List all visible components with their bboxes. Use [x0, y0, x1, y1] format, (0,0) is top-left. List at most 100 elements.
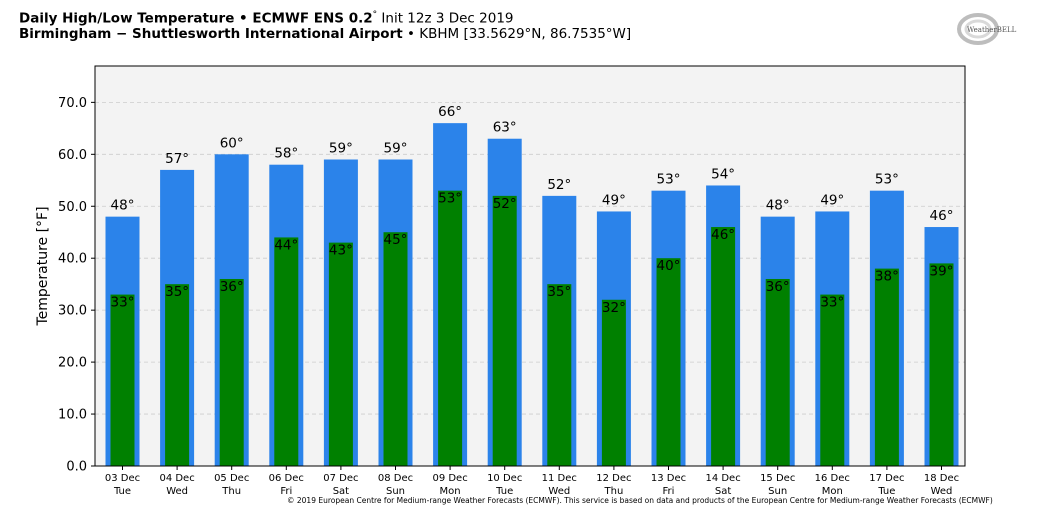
x-tick-date: 15 Dec [760, 473, 795, 484]
high-label: 48° [111, 198, 135, 214]
low-bar [874, 268, 899, 466]
high-label: 49° [820, 192, 844, 208]
low-bar [110, 294, 135, 466]
x-tick-day: Sat [715, 486, 731, 497]
x-tick-day: Thu [221, 486, 241, 497]
x-tick-date: 16 Dec [815, 473, 850, 484]
low-label: 53° [438, 191, 462, 207]
plot-frame [94, 65, 966, 467]
chart-subtitle: Birmingham − Shuttlesworth International… [19, 25, 632, 42]
low-label: 36° [766, 279, 790, 295]
high-label: 60° [220, 135, 244, 151]
y-tick-label: 20.0 [58, 356, 87, 371]
y-tick-label: 70.0 [58, 96, 87, 111]
x-tick-date: 14 Dec [705, 473, 740, 484]
x-tick-date: 07 Dec [323, 473, 358, 484]
x-tick-day: Wed [166, 486, 188, 497]
x-tick-date: 08 Dec [378, 473, 413, 484]
low-bar [711, 227, 736, 466]
high-label: 59° [384, 141, 408, 157]
x-tick-day: Wed [931, 486, 953, 497]
y-tick-label: 0.0 [66, 460, 87, 475]
x-tick-date: 11 Dec [542, 473, 577, 484]
station-name: Birmingham − Shuttlesworth International… [19, 25, 403, 42]
low-label: 33° [820, 295, 844, 311]
x-tick-date: 18 Dec [924, 473, 959, 484]
low-bar [274, 237, 299, 466]
high-label: 63° [493, 120, 517, 136]
high-label: 53° [657, 172, 681, 188]
low-bar [383, 232, 408, 466]
x-tick-date: 04 Dec [159, 473, 194, 484]
bars [105, 123, 959, 467]
low-label: 35° [547, 284, 571, 300]
y-axis-label: Temperature [°F] [35, 206, 51, 326]
x-tick-day: Sun [768, 486, 787, 497]
x-tick-day: Thu [604, 486, 624, 497]
station-coordinates: • KBHM [33.5629°N, 86.7535°W] [402, 25, 632, 42]
x-tick-date: 03 Dec [105, 473, 140, 484]
high-label: 58° [274, 146, 298, 162]
x-tick-date: 09 Dec [432, 473, 467, 484]
low-label: 43° [329, 243, 353, 259]
x-tick-date: 06 Dec [269, 473, 304, 484]
y-tick-label: 40.0 [58, 252, 87, 267]
x-tick-date: 10 Dec [487, 473, 522, 484]
x-tick-day: Fri [280, 486, 292, 497]
chart-title: Daily High/Low Temperature • ECMWF ENS 0… [19, 8, 631, 27]
low-bar [656, 258, 681, 466]
low-label: 52° [493, 196, 517, 212]
low-bar [165, 284, 190, 466]
low-label: 39° [930, 263, 954, 279]
low-bar [328, 242, 353, 466]
high-label: 66° [438, 104, 462, 120]
low-bar [219, 278, 244, 466]
chart-title-init: Init 12z 3 Dec 2019 [377, 10, 514, 27]
high-label: 57° [165, 151, 189, 167]
y-tick-label: 10.0 [58, 408, 87, 423]
y-axis: 0.0 10.0 20.0 30.0 40.0 50.0 60.0 70.0 [58, 96, 95, 475]
high-label: 48° [766, 198, 790, 214]
low-bar [601, 299, 626, 466]
x-tick-day: Tue [877, 486, 895, 497]
high-label: 52° [547, 177, 571, 193]
x-tick-day: Mon [440, 486, 461, 497]
high-label: 59° [329, 141, 353, 157]
low-label: 40° [657, 258, 681, 274]
x-axis: 03 Dec Tue 04 Dec Wed 05 Dec Thu 06 Dec Fri 07 D… [105, 466, 959, 497]
low-label: 32° [602, 300, 626, 316]
low-bar [765, 278, 790, 466]
copyright-notice: © 2019 European Centre for Medium-range … [287, 496, 993, 505]
high-label: 49° [602, 192, 626, 208]
low-label: 46° [711, 227, 735, 243]
low-bar [492, 195, 517, 467]
high-label: 46° [930, 208, 954, 224]
x-tick-date: 13 Dec [651, 473, 686, 484]
high-label: 53° [875, 172, 899, 188]
logo-text: WeatherBELL [967, 26, 1017, 34]
low-label: 38° [875, 269, 899, 285]
x-tick-day: Wed [548, 486, 570, 497]
x-tick-day: Sun [386, 486, 405, 497]
high-label: 54° [711, 166, 735, 182]
bar-labels: 48° 33° 57° 35° 60° 36° 58° 44° 59° 43° 59° 45° 66° 5… [111, 104, 954, 316]
x-tick-day: Tue [495, 486, 513, 497]
y-tick-label: 60.0 [58, 148, 87, 163]
x-tick-date: 17 Dec [869, 473, 904, 484]
x-tick-date: 05 Dec [214, 473, 249, 484]
low-bar [438, 190, 463, 466]
x-tick-day: Tue [113, 486, 131, 497]
low-bar [547, 284, 572, 466]
low-label: 36° [220, 279, 244, 295]
low-label: 33° [111, 295, 135, 311]
low-label: 44° [274, 237, 298, 253]
chart-title-main: Daily High/Low Temperature • ECMWF ENS 0… [19, 10, 373, 27]
x-tick-day: Mon [822, 486, 843, 497]
low-label: 35° [165, 284, 189, 300]
y-tick-label: 50.0 [58, 200, 87, 215]
x-tick-date: 12 Dec [596, 473, 631, 484]
weatherbell-logo-icon: WeatherBELL [957, 13, 1017, 45]
chart-title-block: Daily High/Low Temperature • ECMWF ENS 0… [19, 8, 631, 42]
x-tick-day: Fri [663, 486, 675, 497]
chart-title-degree: ° [372, 10, 378, 20]
